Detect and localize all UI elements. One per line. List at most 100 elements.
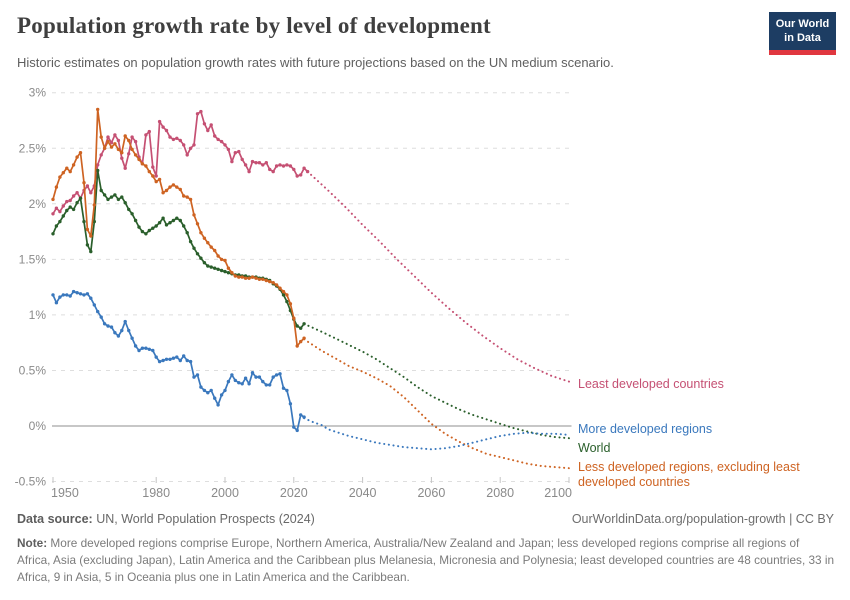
data-point-least-developed	[161, 125, 165, 129]
data-point-more-developed	[157, 359, 162, 364]
data-point-more-developed	[257, 375, 262, 379]
legend-less-developed-excl-least-line1[interactable]: Less developed regions, excluding least	[578, 460, 800, 474]
data-point-less-developed-excl-least	[65, 166, 69, 170]
data-point-world	[113, 193, 117, 197]
data-point-less-developed-excl-least	[278, 286, 282, 290]
data-point-less-developed-excl-least	[195, 222, 200, 226]
data-point-least-developed	[247, 169, 251, 174]
data-point-more-developed	[281, 386, 286, 390]
data-point-world	[151, 226, 155, 230]
data-point-more-developed	[247, 382, 251, 386]
data-point-more-developed	[75, 291, 79, 295]
x-axis-label-2040: 2040	[349, 486, 377, 500]
data-point-least-developed	[54, 206, 59, 210]
data-point-least-developed	[75, 191, 79, 195]
data-point-world	[226, 271, 231, 275]
data-point-world	[192, 246, 196, 250]
data-point-more-developed	[178, 358, 182, 363]
data-point-least-developed	[151, 165, 155, 169]
chart-subtitle: Historic estimates on population growth …	[17, 55, 614, 70]
data-point-world	[164, 223, 169, 227]
data-point-less-developed-excl-least	[154, 179, 158, 184]
data-point-world	[65, 208, 69, 213]
y-axis-label-1.5%: 1.5%	[19, 252, 47, 266]
data-point-world	[89, 249, 93, 254]
data-point-more-developed	[106, 324, 110, 328]
data-point-less-developed-excl-least	[85, 227, 90, 232]
data-point-less-developed-excl-least	[285, 293, 289, 297]
data-point-more-developed	[250, 371, 255, 375]
data-point-more-developed	[96, 309, 100, 314]
data-point-more-developed	[151, 348, 155, 353]
data-point-more-developed	[185, 358, 189, 363]
data-point-more-developed	[271, 375, 275, 379]
legend-least-developed[interactable]: Least developed countries	[578, 377, 724, 391]
data-point-more-developed	[288, 402, 293, 406]
data-point-more-developed	[99, 315, 103, 319]
data-point-world	[102, 193, 107, 197]
data-point-least-developed	[226, 147, 231, 152]
page-title: Population growth rate by level of devel…	[17, 13, 491, 38]
data-point-more-developed	[161, 358, 165, 363]
data-point-less-developed-excl-least	[54, 185, 59, 189]
data-point-least-developed	[237, 149, 241, 154]
data-point-more-developed	[78, 292, 83, 296]
legend-world[interactable]: World	[578, 441, 610, 455]
population-growth-chart: 3% 2.5% 2% 1.5% 1% 0.5% 0% -0.5% 1950 1980 2000 202…	[15, 86, 801, 500]
data-point-least-developed	[168, 135, 172, 139]
data-point-more-developed	[206, 391, 210, 395]
data-point-least-developed	[230, 159, 234, 164]
data-point-less-developed-excl-least	[168, 185, 172, 189]
data-point-least-developed	[295, 174, 299, 178]
data-point-less-developed-excl-least	[127, 138, 131, 143]
owid-logo[interactable]: Our World in Data	[769, 12, 836, 55]
data-point-least-developed	[58, 209, 62, 214]
x-axis-label-2020: 2020	[280, 486, 308, 500]
data-point-less-developed-excl-least	[268, 279, 272, 284]
data-point-more-developed	[240, 382, 244, 386]
data-point-world	[295, 324, 299, 328]
data-point-least-developed	[185, 153, 189, 157]
data-point-least-developed	[175, 136, 179, 140]
chart-note: Note: More developed regions comprise Eu…	[17, 535, 835, 585]
data-point-less-developed-excl-least	[96, 107, 100, 112]
data-point-more-developed	[140, 346, 145, 350]
data-point-more-developed	[264, 383, 268, 387]
legend-less-developed-excl-least-line2[interactable]: developed countries	[578, 475, 690, 489]
data-point-least-developed	[113, 133, 117, 137]
y-axis-label-3%: 3%	[29, 86, 47, 100]
data-point-world	[109, 195, 114, 199]
data-point-less-developed-excl-least	[99, 135, 103, 139]
data-point-least-developed	[202, 122, 207, 126]
data-point-more-developed	[133, 344, 138, 348]
y-axis-label-1%: 1%	[29, 308, 47, 322]
data-point-world	[106, 197, 110, 202]
data-point-world	[182, 224, 186, 228]
data-point-less-developed-excl-least	[82, 181, 86, 185]
data-point-less-developed-excl-least	[219, 257, 224, 262]
y-axis-label-2%: 2%	[29, 197, 47, 211]
data-point-less-developed-excl-least	[230, 271, 234, 275]
data-point-less-developed-excl-least	[254, 276, 258, 280]
data-point-more-developed	[164, 357, 169, 361]
data-point-more-developed	[219, 393, 224, 397]
data-point-world	[285, 299, 289, 304]
data-point-more-developed	[123, 319, 127, 324]
data-point-more-developed	[216, 403, 220, 407]
data-point-more-developed	[233, 378, 237, 383]
data-point-more-developed	[243, 376, 248, 380]
data-point-less-developed-excl-least	[109, 145, 114, 149]
data-point-more-developed	[144, 346, 148, 350]
x-axis-label-1950: 1950	[51, 486, 79, 500]
data-point-least-developed	[254, 161, 258, 165]
data-point-less-developed-excl-least	[123, 134, 127, 138]
data-point-more-developed	[68, 294, 72, 298]
data-point-world	[120, 195, 124, 199]
legend-more-developed[interactable]: More developed regions	[578, 422, 712, 436]
data-point-more-developed	[116, 334, 121, 338]
data-point-least-developed	[199, 109, 203, 114]
data-point-less-developed-excl-least	[58, 175, 62, 179]
owid-citation-link[interactable]: OurWorldinData.org/population-growth | C…	[571, 512, 834, 526]
data-point-more-developed	[65, 293, 69, 297]
data-point-least-developed	[71, 194, 76, 198]
